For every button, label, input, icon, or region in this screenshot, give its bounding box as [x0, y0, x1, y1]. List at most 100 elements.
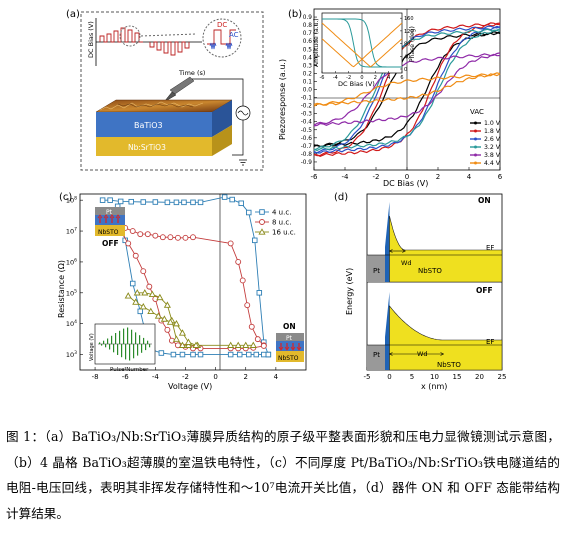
- c-series-4-u-c--point: [181, 199, 187, 206]
- off-pt-label: Pt: [106, 209, 113, 216]
- b-y-tick-label: 0.4: [303, 55, 313, 61]
- c-series-16-u-c--point: [133, 289, 141, 296]
- c-series-16-u-c--point: [234, 341, 242, 348]
- c-y-tick-label: 108: [66, 196, 77, 205]
- c-series-4-u-c--point: [265, 351, 272, 358]
- panel-b-xlabel: DC Bias (V): [383, 179, 428, 188]
- c-inset-pulse-bar: [149, 344, 151, 348]
- panel-b-legend: 1.0 V1.8 V2.6 V3.2 V3.8 V4.4 V: [470, 120, 501, 167]
- c-series-8-u-c--point: [164, 326, 171, 333]
- c-inset-pulse-bar: [103, 340, 105, 344]
- panel-b-label: (b): [288, 9, 302, 20]
- c-y-tick-label: 107: [66, 227, 77, 236]
- c-inset-pulse-bar: [117, 344, 119, 355]
- c-inset-pulse-bar: [133, 344, 135, 359]
- c-inset-pulse-bar: [135, 332, 137, 344]
- c-inset-pulse-bar: [147, 340, 149, 344]
- b-y-tick-label: 0.9: [303, 15, 313, 21]
- panel-a: (a) DC Bias (V) Time (s) DC AC BaTiO3: [66, 9, 264, 171]
- b-legend-label: 3.2 V: [484, 144, 501, 151]
- c-series-4-u-c--point: [229, 196, 235, 203]
- b-inset-x-tick-label: 4: [387, 75, 390, 81]
- c-series-16-u-c--point: [147, 307, 155, 314]
- c-series-4-u-c--point: [245, 351, 252, 358]
- c-series-16-u-c--point: [124, 292, 132, 299]
- c-inset-pulse-bar: [99, 342, 101, 344]
- c-series-16-u-c--point: [172, 319, 180, 327]
- d-x-tick-label: 0: [387, 373, 391, 381]
- panel-b-inset-xlabel: DC Bias (V): [338, 80, 375, 88]
- panel-b-ylabel: Piezoresponse (a.u.): [278, 59, 287, 140]
- d-on-bto-barrier: [385, 202, 390, 282]
- panel-d-pt-label-off: Pt: [373, 351, 380, 359]
- c-series-8-u-c--point: [132, 252, 139, 259]
- on-label: ON: [283, 322, 296, 331]
- b-y-tick-label: -0.2: [301, 104, 313, 110]
- b-legend-label: 1.8 V: [484, 128, 501, 135]
- b-inset-y2-tick-label: 40: [404, 54, 410, 60]
- c-series-4-u-c--point: [221, 194, 228, 200]
- b-inset-x-tick-label: -4: [333, 75, 338, 81]
- b-legend-marker: [474, 161, 477, 165]
- c-series-16-u-c--point: [141, 289, 149, 296]
- b-inset-y2-tick-label: 0: [404, 67, 407, 73]
- b-inset-phase-down: [322, 18, 402, 68]
- b-x-tick-label: -6: [311, 173, 319, 181]
- c-series-8-u-c--point: [227, 240, 234, 247]
- b-series-3-2-V-down: [313, 28, 501, 151]
- c-series-4-u-c--point: [99, 197, 106, 203]
- panel-c-ylabel: Resistance (Ω): [57, 260, 66, 318]
- c-series-8-u-c--point: [244, 302, 251, 309]
- ground-icon: [239, 159, 247, 166]
- dc-label: DC: [217, 21, 227, 29]
- d-x-tick-label: 10: [430, 373, 439, 381]
- c-series-8-u-c--point: [140, 268, 147, 275]
- c-series-16-u-c--point: [184, 338, 193, 345]
- c-series-4-u-c--point: [152, 199, 159, 205]
- c-series-8-u-c--point: [235, 258, 242, 265]
- d-x-tick-label: 15: [453, 373, 462, 381]
- d-off-wd-arrowheads: [388, 352, 445, 356]
- c-series-4-u-c--point: [170, 351, 177, 358]
- panel-b-axes: -6 -4 -2 0 2 4 6 -0.9 -0.8 -0.7 -0.6 -0.5 -0.4 -0.3 -0…: [301, 15, 503, 181]
- b-x-tick-label: 6: [498, 173, 503, 181]
- batio3-layer: [96, 112, 212, 137]
- b-series-4-4-V-down: [313, 72, 501, 106]
- off-label: OFF: [102, 239, 119, 248]
- waveform-positive-pulses: [99, 27, 143, 43]
- batio3-label: BaTiO3: [134, 121, 163, 130]
- ac-source-wave: [237, 110, 249, 116]
- d-x-tick-label: 5: [410, 373, 414, 381]
- afm-cantilever: [169, 76, 195, 95]
- on-bto-layer: [276, 341, 304, 351]
- c-series-4-u-c--point: [140, 199, 147, 205]
- panel-c-xlabel: Voltage (V): [168, 382, 212, 391]
- c-x-tick-label: -6: [122, 373, 130, 381]
- off-polarization-arrows: [99, 217, 119, 223]
- panel-c-inset: [98, 327, 152, 361]
- c-y-tick-label: 104: [66, 319, 77, 328]
- c-series-8-u-c--point: [137, 231, 144, 238]
- panel-b-legend-title: VAC: [470, 108, 484, 116]
- b-legend-label: 2.6 V: [484, 136, 501, 143]
- c-series-4-u-c--point: [197, 199, 204, 206]
- c-series-8-u-c--point: [174, 234, 181, 241]
- panel-d-wd-label-on: Wd: [401, 259, 412, 267]
- c-inset-pulse-bar: [125, 344, 127, 360]
- c-series-16-u-c--point: [160, 315, 168, 322]
- d-off-bto-barrier: [385, 292, 390, 370]
- d-x-tick-label: 20: [475, 373, 484, 381]
- nbsto-side: [212, 125, 232, 156]
- c-series-8-u-c--point: [239, 277, 246, 284]
- sample-texture-2: [117, 103, 194, 108]
- panel-d-wd-label-off: Wd: [417, 350, 428, 358]
- panel-b-inset-ylabel-right: Phase (deg): [409, 26, 416, 62]
- c-y-tick-label: 106: [66, 257, 77, 266]
- b-y-tick-label: -0.5: [301, 128, 313, 134]
- b-x-tick-label: -2: [373, 173, 380, 181]
- c-series-4-u-c--point: [164, 199, 171, 206]
- b-inset-x-tick-label: 0: [360, 75, 363, 81]
- c-series-8-u-c--point: [129, 228, 136, 235]
- c-legend-label: 16 u.c.: [272, 229, 296, 237]
- zoom-ac-wiggle-2: [225, 42, 233, 50]
